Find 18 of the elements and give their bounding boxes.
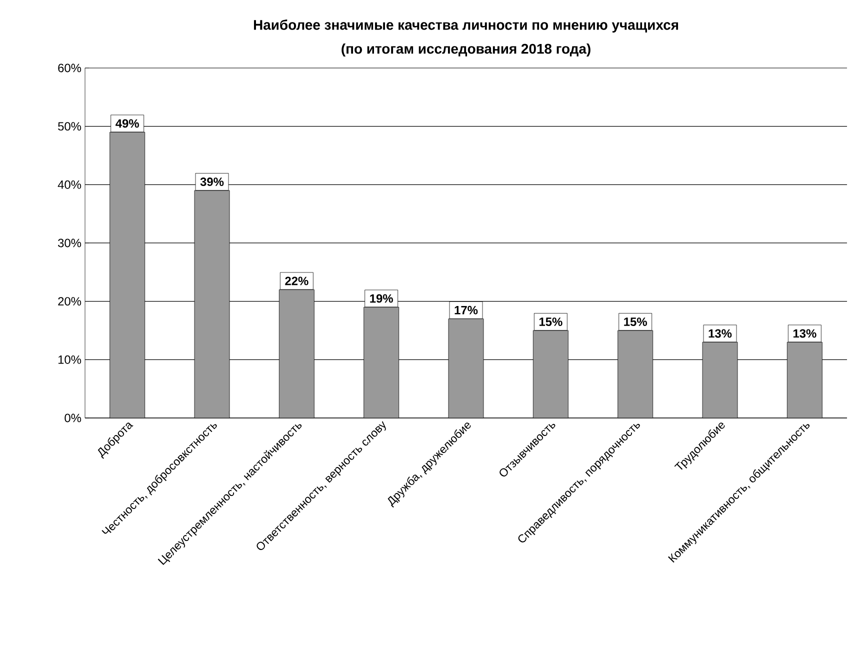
data-label: 13%: [793, 329, 816, 338]
data-label: 15%: [624, 318, 647, 326]
y-tick-label: 20%: [58, 297, 82, 306]
data-label: 22%: [285, 276, 308, 286]
data-label: 49%: [116, 119, 139, 128]
y-tick-label: 50%: [58, 122, 82, 131]
data-label: 15%: [539, 318, 562, 326]
chart-subtitle: (по итогам исследования 2018 года): [342, 43, 590, 56]
y-tick-label: 40%: [58, 180, 82, 189]
data-label: 13%: [708, 329, 732, 338]
chart-title: Наиболее значимые качества личности по мнению учащихся: [254, 19, 678, 33]
y-tick-label: 0%: [64, 414, 82, 422]
data-label: 19%: [370, 294, 393, 303]
y-tick-label: 60%: [58, 64, 82, 72]
data-label: 39%: [200, 178, 224, 186]
y-tick-label: 30%: [58, 238, 82, 248]
y-tick-label: 10%: [58, 355, 82, 364]
data-label: 17%: [454, 306, 478, 314]
